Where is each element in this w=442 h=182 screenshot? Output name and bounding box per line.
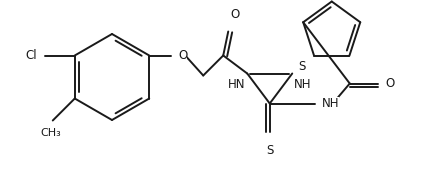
Text: S: S <box>266 143 274 157</box>
Text: O: O <box>178 49 187 62</box>
Text: S: S <box>299 60 306 73</box>
Text: Cl: Cl <box>25 49 37 62</box>
Text: HN: HN <box>228 78 245 90</box>
Text: O: O <box>230 9 240 21</box>
Text: NH: NH <box>322 97 339 110</box>
Text: CH₃: CH₃ <box>40 128 61 139</box>
Text: O: O <box>386 77 395 90</box>
Text: NH: NH <box>294 78 312 90</box>
